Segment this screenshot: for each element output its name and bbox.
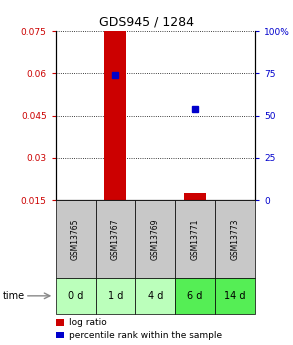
Text: GDS945 / 1284: GDS945 / 1284 bbox=[99, 16, 194, 29]
Text: GSM13767: GSM13767 bbox=[111, 218, 120, 260]
Bar bbox=[184, 193, 206, 200]
Text: time: time bbox=[3, 291, 25, 301]
Text: 4 d: 4 d bbox=[148, 291, 163, 301]
Text: 0 d: 0 d bbox=[68, 291, 83, 301]
Text: GSM13765: GSM13765 bbox=[71, 218, 80, 260]
Text: GSM13771: GSM13771 bbox=[191, 218, 200, 259]
Text: 6 d: 6 d bbox=[188, 291, 203, 301]
Text: GSM13773: GSM13773 bbox=[231, 218, 239, 260]
Text: 14 d: 14 d bbox=[224, 291, 246, 301]
Text: log ratio: log ratio bbox=[69, 318, 107, 327]
Text: GSM13769: GSM13769 bbox=[151, 218, 160, 260]
Bar bbox=[105, 31, 126, 200]
Text: 1 d: 1 d bbox=[108, 291, 123, 301]
Text: percentile rank within the sample: percentile rank within the sample bbox=[69, 331, 222, 340]
